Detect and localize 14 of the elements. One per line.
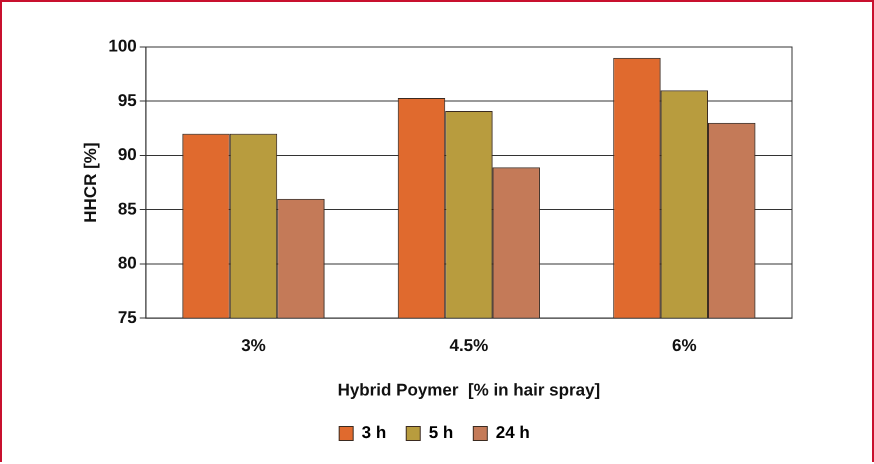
- y-tick-label: 85: [118, 199, 137, 218]
- y-axis-title: HHCR [%]: [80, 142, 100, 223]
- y-tick-label: 80: [118, 254, 137, 273]
- y-tick-label: 75: [118, 308, 137, 327]
- y-tick-label: 95: [118, 90, 137, 110]
- legend-label: 3 h: [362, 423, 386, 442]
- legend-label: 5 h: [428, 423, 454, 442]
- x-tick-label: 3%: [241, 336, 266, 356]
- x-tick-label: 4.5%: [450, 336, 488, 356]
- x-tick-label: 6%: [672, 336, 697, 356]
- x-axis-title: Hybrid Poymer [% in hair spray]: [338, 380, 600, 400]
- y-tick-label: 90: [118, 145, 137, 164]
- legend-label: 24 h: [496, 423, 530, 442]
- y-tick-label: 100: [108, 36, 137, 56]
